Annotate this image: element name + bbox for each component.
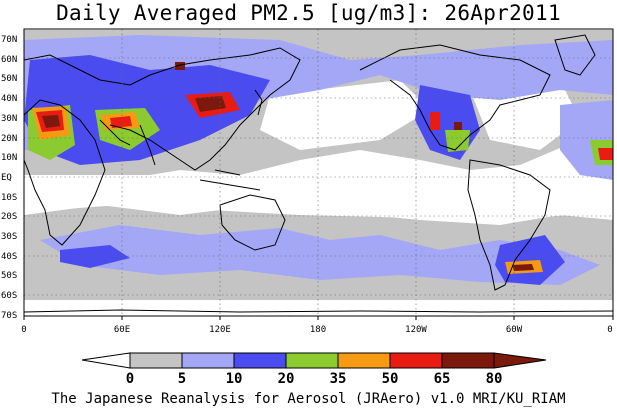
lat-tick-label: 20S xyxy=(1,212,17,222)
pm25-region-80-south-america xyxy=(512,264,534,271)
lon-tick-label: 0 xyxy=(21,325,26,335)
lon-tick-label: 0 xyxy=(607,325,612,335)
colorbar-swatch-10 xyxy=(181,352,235,369)
lon-tick-label: 120E xyxy=(209,325,231,335)
colorbar-swatch-5 xyxy=(129,352,183,369)
pm25-clear-tropics xyxy=(24,175,613,220)
coastlines xyxy=(24,34,613,313)
coastline-greenland xyxy=(554,34,596,76)
lat-tick-label: 40N xyxy=(1,94,17,104)
lat-tick-label: 10S xyxy=(1,193,17,203)
gridlines xyxy=(24,29,613,316)
pm25-region-80-siberia xyxy=(175,62,185,70)
coastline-south-america xyxy=(467,159,551,291)
colorbar-label: 10 xyxy=(226,371,243,387)
lon-tick-label: 180 xyxy=(310,325,326,335)
lon-tick-label: 60W xyxy=(506,325,523,335)
latitude-tick-labels: 70N 60N 50N 40N 30N 20N 10N EQ 10S 20S 3… xyxy=(1,35,17,321)
pm25-region-80-us xyxy=(454,122,462,130)
lat-tick-label: 70N xyxy=(1,35,17,45)
pm25-region-20-eurasia xyxy=(24,55,270,165)
longitude-tick-labels: 0 60E 120E 180 120W 60W 0 xyxy=(21,325,612,335)
pm25-region-80-east-asia xyxy=(195,96,226,112)
colorbar-swatch-80 xyxy=(441,352,495,369)
pm25-region-80-sahara xyxy=(42,115,60,128)
lat-tick-label: EQ xyxy=(1,173,12,183)
lat-tick-label: 50S xyxy=(1,271,17,281)
colorbar-label: 5 xyxy=(178,371,186,387)
coastline-maritime-asia xyxy=(199,169,261,191)
colorbar-swatch-65 xyxy=(389,352,443,369)
coastline-japan xyxy=(254,89,263,116)
colorbar-label: 35 xyxy=(330,371,347,387)
coastline-africa xyxy=(24,99,106,246)
pm25-region-35-central-america xyxy=(445,130,470,152)
colorbar xyxy=(81,352,547,369)
pm25-region-65-caribbean xyxy=(598,148,613,160)
pm25-concentration-field xyxy=(24,30,613,316)
data-source-credit: The Japanese Reanalysis for Aerosol (JRA… xyxy=(51,391,566,407)
colorbar-labels: 0 5 10 20 35 50 65 80 xyxy=(126,371,503,387)
lat-tick-label: 20N xyxy=(1,134,17,144)
pm25-clear-pacific xyxy=(260,80,430,150)
lat-tick-label: 40S xyxy=(1,252,17,262)
pm25-region-65-middle-east xyxy=(110,116,132,128)
lat-tick-label: 60S xyxy=(1,291,17,301)
colorbar-label: 80 xyxy=(486,371,503,387)
colorbar-label: 65 xyxy=(434,371,451,387)
axis-tick-marks xyxy=(23,316,614,320)
pm25-region-65-mexico xyxy=(430,112,440,130)
coastline-arabia-india xyxy=(99,119,156,166)
pm25-region-10-southern-belt xyxy=(40,225,600,285)
coastline-eurasia xyxy=(24,47,301,171)
coastline-antarctica xyxy=(24,309,613,313)
coastline-north-america xyxy=(359,44,551,151)
colorbar-arrow-max xyxy=(493,352,547,369)
coastline-australia xyxy=(219,194,286,251)
colorbar-swatch-50 xyxy=(337,352,391,369)
colorbar-label: 0 xyxy=(126,371,134,387)
chart-title: Daily Averaged PM2.5 [ug/m3]: 26Apr2011 xyxy=(56,1,561,25)
pm25-clear-antarctic xyxy=(24,300,613,316)
lat-tick-label: 70S xyxy=(1,311,17,321)
lat-tick-label: 30N xyxy=(1,114,17,124)
colorbar-swatch-35 xyxy=(285,352,339,369)
lat-tick-label: 60N xyxy=(1,55,17,65)
lat-tick-label: 30S xyxy=(1,232,17,242)
lat-tick-label: 10N xyxy=(1,153,17,163)
colorbar-swatch-20 xyxy=(233,352,287,369)
lat-tick-label: 50N xyxy=(1,74,17,84)
lon-tick-label: 60E xyxy=(114,325,130,335)
colorbar-label: 50 xyxy=(382,371,399,387)
colorbar-swatch-0 xyxy=(81,352,131,369)
lon-tick-label: 120W xyxy=(405,325,427,335)
pm25-region-20-south-atlantic xyxy=(60,245,130,268)
colorbar-label: 20 xyxy=(278,371,295,387)
